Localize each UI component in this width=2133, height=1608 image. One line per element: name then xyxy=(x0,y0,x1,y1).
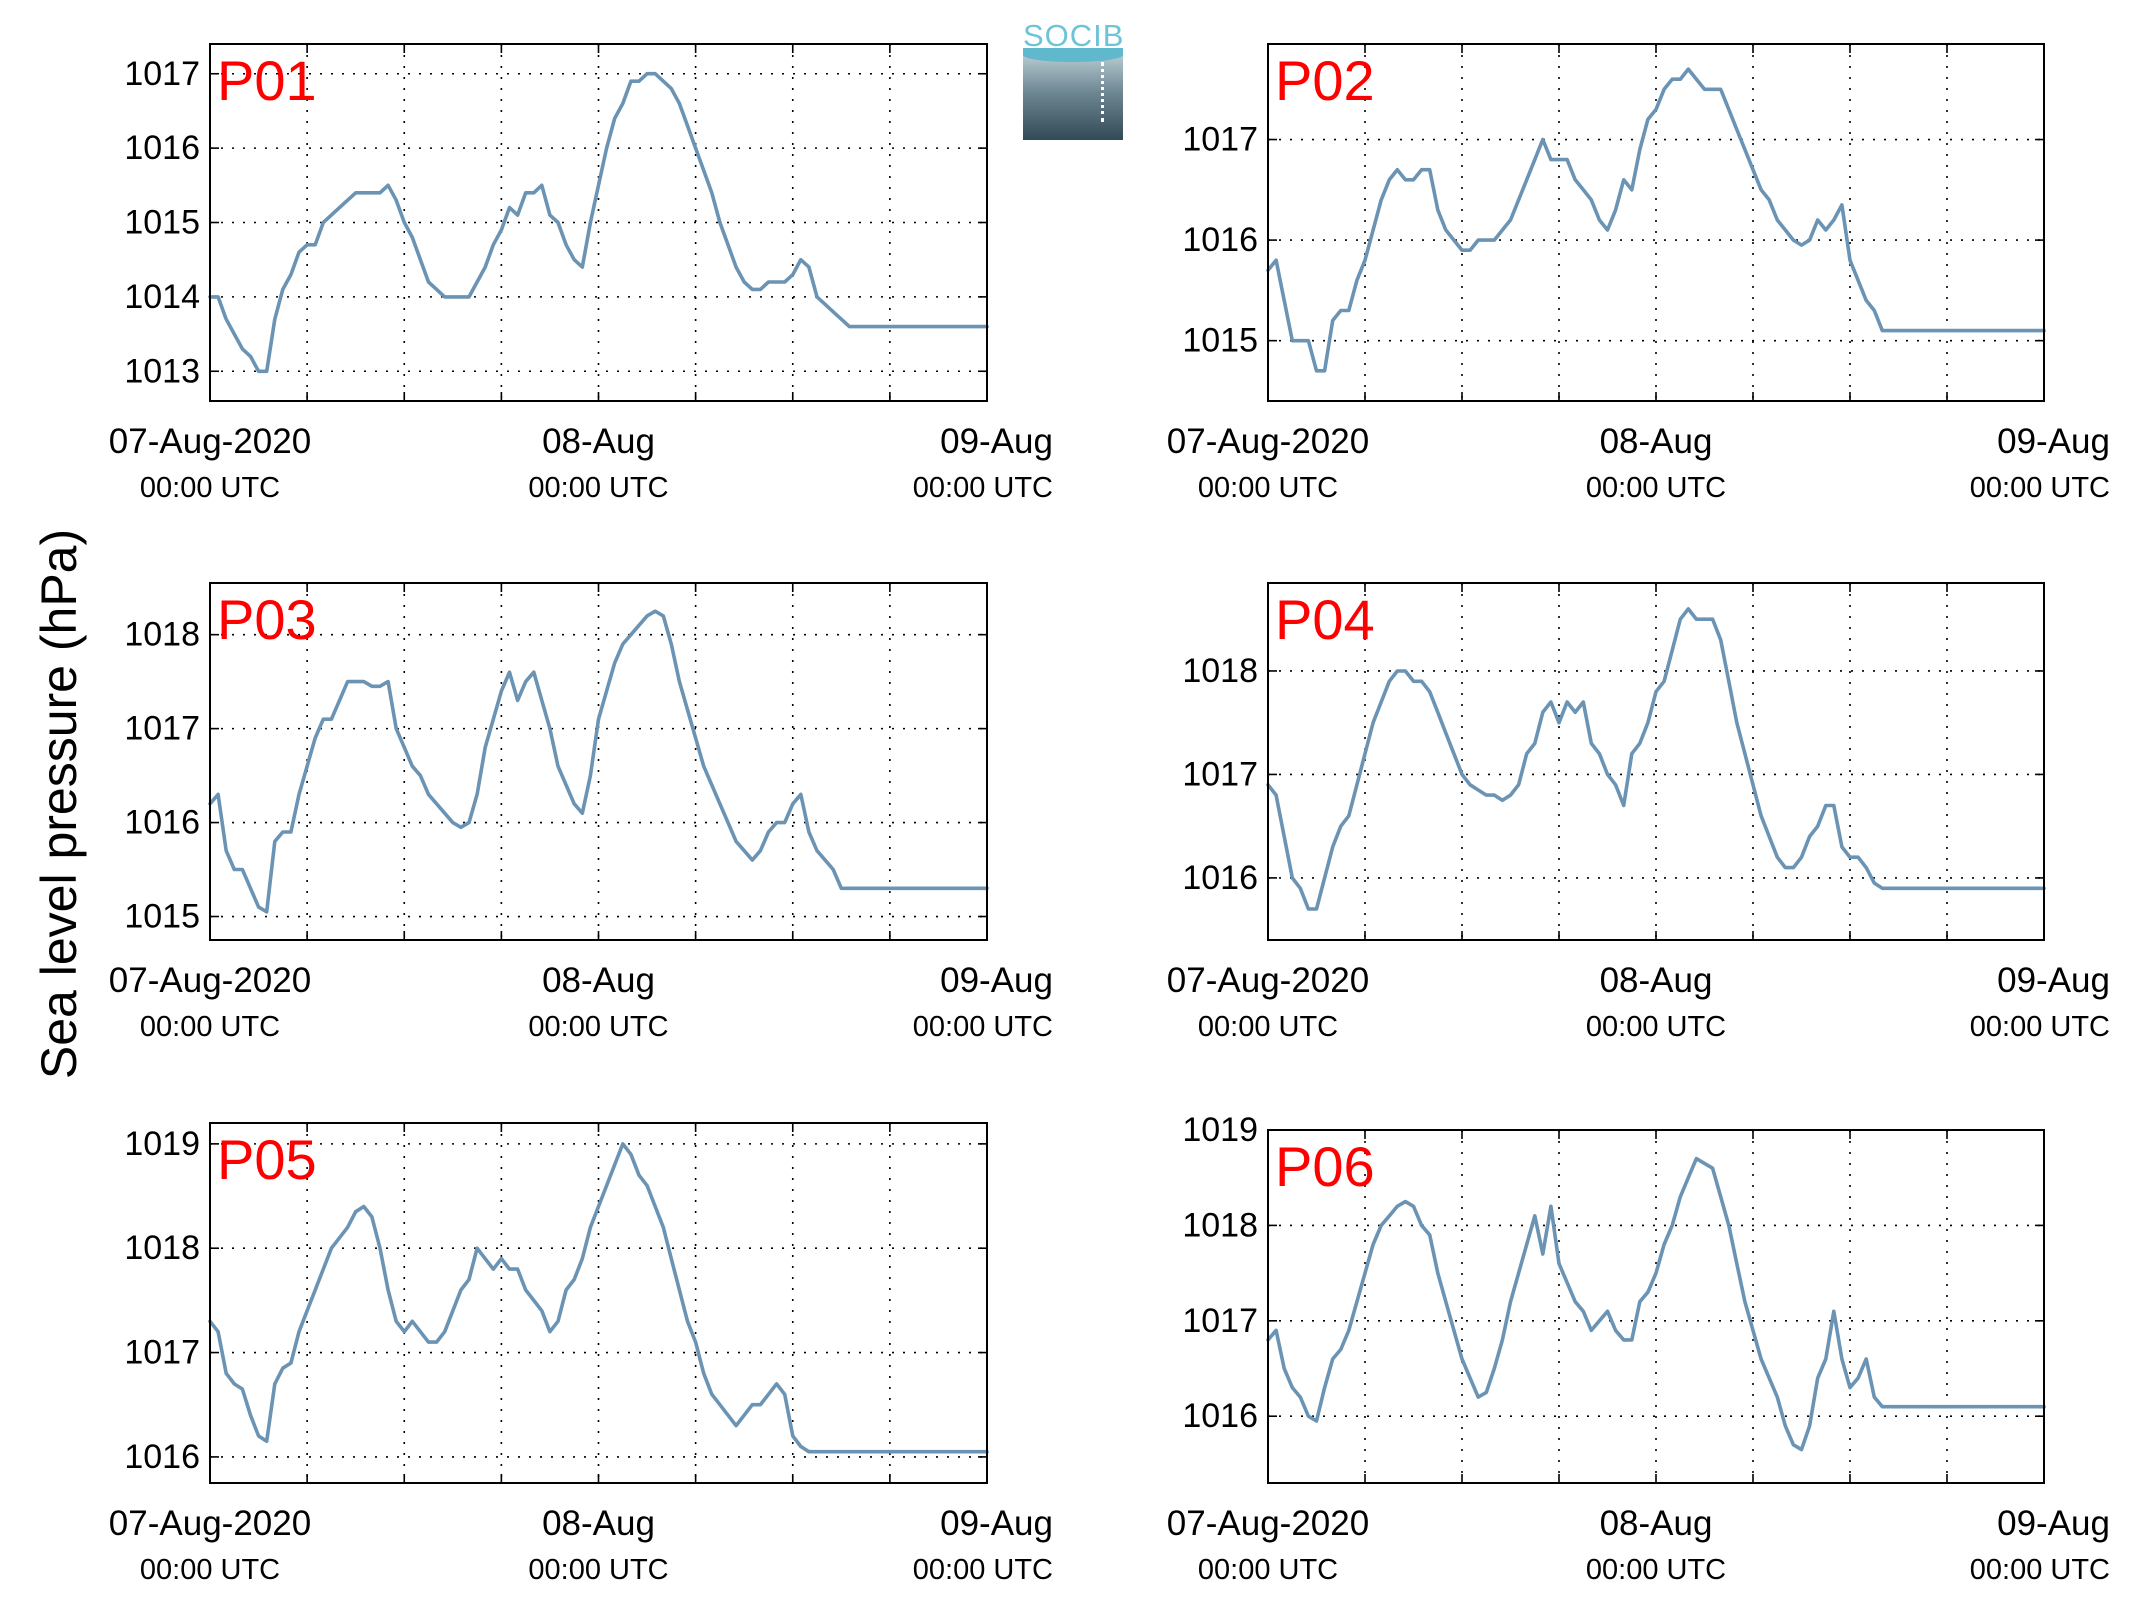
x-tick-label-date: 09-Aug xyxy=(1997,961,2110,1000)
logo-dots xyxy=(1101,62,1104,122)
x-tick-label-date: 08-Aug xyxy=(542,422,655,461)
panel-label: P01 xyxy=(217,49,317,112)
x-tick-label-date: 07-Aug-2020 xyxy=(1167,1504,1369,1543)
x-tick-label-time: 00:00 UTC xyxy=(1970,472,2110,504)
y-tick-label: 1016 xyxy=(124,129,200,167)
x-tick-label-time: 00:00 UTC xyxy=(1586,1554,1726,1586)
y-tick-label: 1017 xyxy=(1182,121,1258,159)
y-tick-label: 1019 xyxy=(124,1125,200,1163)
y-tick-label: 1016 xyxy=(1182,1397,1258,1435)
x-tick-label-time: 00:00 UTC xyxy=(1586,1011,1726,1043)
y-tick-label: 1018 xyxy=(1182,652,1258,690)
chart-panel-p01: 1013 1014 1015 1016 1017 P01 07-Aug-2020 00:00 … xyxy=(109,43,1053,504)
x-tick-label-date: 07-Aug-2020 xyxy=(1167,961,1369,1000)
plot-frame xyxy=(209,582,988,941)
x-tick-label-date: 09-Aug xyxy=(1997,1504,2110,1543)
plot-frame xyxy=(209,1122,988,1484)
x-tick-label-date: 08-Aug xyxy=(1600,1504,1713,1543)
x-tick-label-date: 08-Aug xyxy=(1600,422,1713,461)
x-tick-label-time: 00:00 UTC xyxy=(1198,1011,1338,1043)
pressure-series-line xyxy=(208,71,989,374)
x-tick-label-date: 07-Aug-2020 xyxy=(1167,422,1369,461)
y-tick-label: 1015 xyxy=(1182,322,1258,360)
pressure-series-line xyxy=(208,609,989,914)
x-tick-label-date: 07-Aug-2020 xyxy=(109,961,311,1000)
y-tick-label: 1016 xyxy=(124,804,200,842)
x-tick-label-time: 00:00 UTC xyxy=(528,1011,668,1043)
x-tick-label-time: 00:00 UTC xyxy=(140,472,280,504)
x-tick-label-date: 07-Aug-2020 xyxy=(109,1504,311,1543)
y-tick-label: 1015 xyxy=(124,204,200,242)
y-tick-label: 1015 xyxy=(124,898,200,936)
panel-label: P05 xyxy=(217,1128,317,1191)
y-tick-label: 1018 xyxy=(124,1229,200,1267)
x-tick-label-time: 00:00 UTC xyxy=(140,1011,280,1043)
x-tick-label-time: 00:00 UTC xyxy=(1970,1554,2110,1586)
logo-text: SOCIB xyxy=(1023,18,1125,53)
x-tick-label-time: 00:00 UTC xyxy=(528,1554,668,1586)
plot-frame xyxy=(1267,43,2045,402)
plot-frame xyxy=(209,43,988,402)
pressure-series-line xyxy=(208,1142,989,1454)
y-tick-label: 1016 xyxy=(1182,859,1258,897)
panel-label: P04 xyxy=(1275,588,1375,651)
y-tick-label: 1018 xyxy=(1182,1206,1258,1244)
y-tick-label: 1017 xyxy=(124,1334,200,1372)
panel-label: P02 xyxy=(1275,49,1375,112)
x-tick-label-date: 08-Aug xyxy=(1600,961,1713,1000)
panel-label: P03 xyxy=(217,588,317,651)
x-tick-label-time: 00:00 UTC xyxy=(1198,472,1338,504)
panel-label: P06 xyxy=(1275,1135,1375,1198)
plot-frame xyxy=(1267,1129,2045,1484)
x-tick-label-date: 08-Aug xyxy=(542,1504,655,1543)
pressure-series-line xyxy=(1266,607,2046,911)
y-tick-label: 1017 xyxy=(1182,755,1258,793)
y-tick-label: 1017 xyxy=(124,710,200,748)
x-tick-label-time: 00:00 UTC xyxy=(913,1011,1053,1043)
y-tick-label: 1014 xyxy=(124,278,200,316)
logo-wave xyxy=(1023,48,1123,62)
x-tick-label-time: 00:00 UTC xyxy=(913,1554,1053,1586)
x-tick-label-time: 00:00 UTC xyxy=(1586,472,1726,504)
y-tick-label: 1019 xyxy=(1182,1111,1258,1149)
x-tick-label-date: 08-Aug xyxy=(542,961,655,1000)
x-tick-label-time: 00:00 UTC xyxy=(913,472,1053,504)
x-tick-label-date: 07-Aug-2020 xyxy=(109,422,311,461)
chart-panel-p02: 1015 1016 1017 P02 07-Aug-2020 00:00 UTC 08-Au… xyxy=(1167,43,2110,504)
socib-logo: SOCIB xyxy=(1023,18,1125,140)
y-tick-label: 1013 xyxy=(124,352,200,390)
pressure-series-line xyxy=(1266,67,2046,373)
y-tick-label: 1016 xyxy=(1182,221,1258,259)
chart-panel-p03: 1015 1016 1017 1018 P03 07-Aug-2020 00:00 UTC 0… xyxy=(109,582,1053,1043)
x-tick-label-time: 00:00 UTC xyxy=(1198,1554,1338,1586)
plot-frame xyxy=(1267,582,2045,941)
y-tick-label: 1018 xyxy=(124,616,200,654)
x-tick-label-date: 09-Aug xyxy=(940,961,1053,1000)
y-tick-label: 1017 xyxy=(124,55,200,93)
x-tick-label-time: 00:00 UTC xyxy=(140,1554,280,1586)
y-tick-label: 1016 xyxy=(124,1438,200,1476)
logo-graphic xyxy=(1023,54,1123,140)
chart-panel-p05: 1016 1017 1018 1019 P05 07-Aug-2020 00:00 UTC 0… xyxy=(109,1122,1053,1586)
chart-panel-p04: 1016 1017 1018 P04 07-Aug-2020 00:00 UTC 08-Au… xyxy=(1167,582,2110,1043)
y-tick-label: 1017 xyxy=(1182,1302,1258,1340)
x-tick-label-date: 09-Aug xyxy=(940,1504,1053,1543)
chart-panel-p06: 1016 1017 1018 1019 P06 07-Aug-2020 00:00 UTC 0… xyxy=(1167,1111,2110,1586)
x-tick-label-time: 00:00 UTC xyxy=(528,472,668,504)
x-tick-label-time: 00:00 UTC xyxy=(1970,1011,2110,1043)
x-tick-label-date: 09-Aug xyxy=(940,422,1053,461)
pressure-series-line xyxy=(1266,1156,2046,1452)
x-tick-label-date: 09-Aug xyxy=(1997,422,2110,461)
